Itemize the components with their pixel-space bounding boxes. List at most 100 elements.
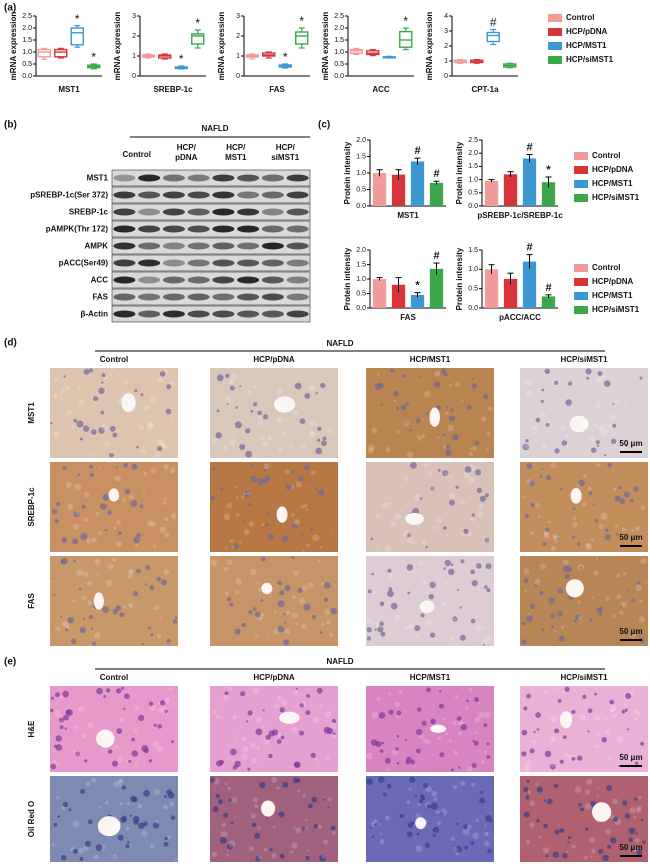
texture: [247, 858, 250, 861]
texture: [164, 516, 169, 521]
texture: [114, 475, 122, 482]
texture: [427, 471, 433, 476]
texture: [479, 495, 486, 502]
texture: [595, 402, 601, 409]
texture: [163, 804, 168, 810]
bar: [429, 182, 444, 206]
texture: [546, 475, 552, 481]
texture: [54, 710, 62, 718]
texture: [70, 424, 75, 429]
texture: [116, 728, 123, 734]
texture: [224, 546, 228, 550]
texture: [454, 381, 460, 387]
texture: [279, 853, 285, 859]
texture: [416, 748, 421, 754]
lane-label: pDNA: [175, 153, 197, 162]
micrograph: [366, 556, 494, 646]
texture: [445, 444, 451, 449]
texture: [170, 470, 174, 474]
texture: [89, 464, 93, 469]
texture: [171, 417, 175, 421]
texture: [146, 429, 149, 432]
texture: [147, 423, 154, 430]
texture: [418, 734, 424, 740]
texture: [279, 589, 285, 596]
texture: [478, 711, 485, 719]
texture: [612, 487, 617, 492]
texture: [616, 573, 621, 578]
texture: [377, 626, 384, 633]
texture: [622, 571, 627, 576]
texture: [371, 427, 377, 434]
texture: [444, 411, 449, 416]
vessel: [276, 506, 288, 523]
texture: [315, 447, 323, 455]
texture: [565, 399, 572, 406]
texture: [448, 499, 455, 506]
texture: [172, 619, 178, 624]
texture: [571, 756, 576, 761]
texture: [467, 766, 473, 772]
texture: [284, 417, 289, 422]
texture: [62, 801, 68, 808]
legend-label: HCP/MST1: [566, 41, 607, 50]
texture: [624, 403, 628, 407]
texture: [550, 715, 558, 723]
blot-band: [162, 174, 185, 182]
texture: [246, 720, 249, 723]
texture: [310, 752, 316, 759]
annotation: #: [526, 242, 532, 254]
texture: [77, 386, 82, 390]
texture: [158, 708, 163, 713]
texture: [395, 513, 402, 520]
texture: [544, 750, 552, 758]
texture: [469, 448, 472, 451]
texture: [521, 729, 528, 736]
y-tick-label: 1.0: [356, 170, 366, 177]
texture: [523, 811, 530, 818]
texture: [405, 503, 409, 506]
texture: [316, 687, 323, 694]
texture: [532, 739, 536, 744]
texture: [367, 447, 375, 455]
texture: [215, 376, 218, 379]
texture: [634, 838, 640, 843]
texture: [163, 464, 169, 470]
texture: [104, 528, 108, 532]
micrograph: [366, 686, 494, 772]
texture: [287, 387, 290, 390]
texture: [602, 375, 606, 379]
texture: [607, 462, 612, 468]
texture: [108, 749, 113, 754]
texture: [371, 711, 379, 719]
texture: [295, 687, 298, 690]
texture: [388, 587, 393, 591]
texture: [441, 368, 447, 374]
texture: [466, 699, 469, 703]
texture: [394, 614, 400, 621]
texture: [582, 502, 587, 507]
texture: [262, 709, 265, 712]
texture: [148, 701, 154, 706]
texture: [525, 439, 529, 443]
texture: [229, 438, 237, 446]
texture: [69, 700, 72, 704]
bar: [503, 279, 518, 308]
x-axis-label: FAS: [400, 313, 416, 322]
texture: [163, 568, 170, 575]
row-label: Oil Red O: [27, 801, 36, 837]
panel-label: (c): [318, 120, 330, 131]
texture: [448, 384, 453, 388]
texture: [128, 602, 134, 608]
bar: [522, 261, 537, 308]
texture: [258, 855, 262, 860]
texture: [536, 786, 543, 793]
bar: [372, 279, 387, 308]
texture: [263, 468, 267, 472]
texture: [164, 709, 168, 713]
texture: [226, 502, 233, 509]
texture: [406, 756, 412, 762]
y-tick-label: 1.5: [356, 261, 366, 268]
micrograph: [50, 686, 178, 772]
texture: [216, 714, 221, 719]
